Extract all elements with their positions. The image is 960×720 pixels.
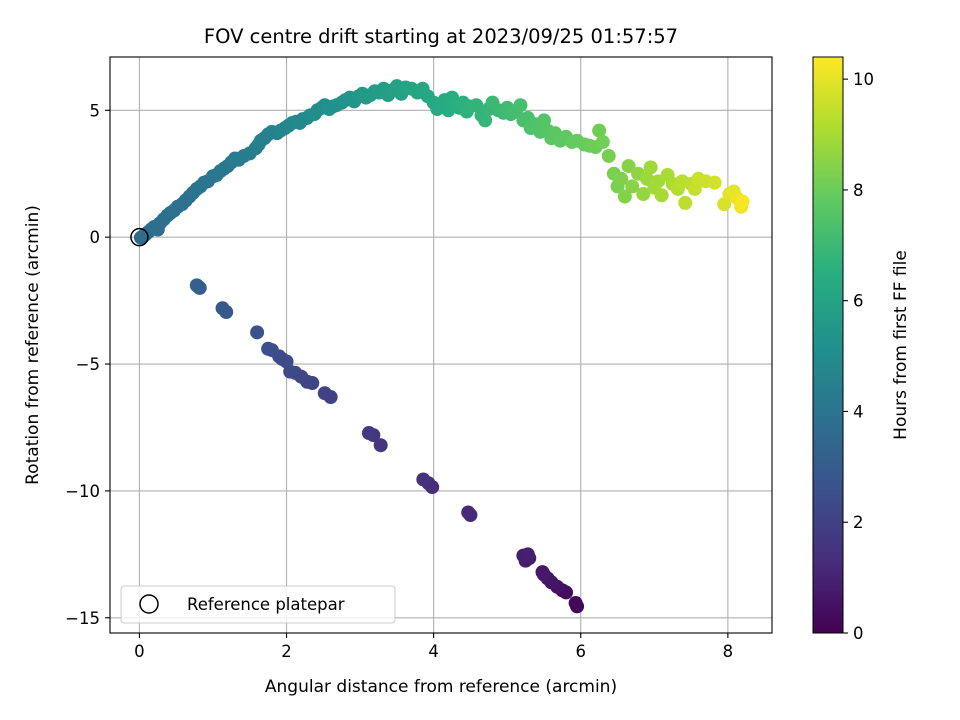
y-tick-label: −5 bbox=[76, 355, 100, 374]
data-point bbox=[678, 195, 693, 210]
colorbar-tick-label: 2 bbox=[853, 513, 864, 532]
x-axis-label: Angular distance from reference (arcmin) bbox=[265, 677, 617, 697]
data-point bbox=[614, 171, 629, 186]
colorbar-tick-label: 10 bbox=[853, 70, 874, 89]
data-point bbox=[535, 565, 550, 580]
data-point bbox=[361, 426, 376, 441]
data-point bbox=[735, 194, 750, 209]
x-tick-label: 6 bbox=[576, 642, 587, 661]
y-tick-label: −10 bbox=[65, 482, 100, 501]
data-point bbox=[643, 160, 658, 175]
legend: Reference platepar bbox=[120, 585, 396, 624]
data-point bbox=[592, 123, 607, 138]
data-point bbox=[625, 179, 640, 194]
data-point bbox=[636, 187, 651, 202]
colorbar: 0 2 4 6 8 10 Hours from first FF file bbox=[812, 56, 911, 643]
data-point bbox=[520, 547, 535, 562]
data-point bbox=[568, 596, 583, 611]
colorbar-tick-label: 0 bbox=[853, 624, 864, 643]
plot-frame bbox=[109, 56, 773, 634]
y-tick-label: 5 bbox=[90, 101, 101, 120]
data-point bbox=[317, 386, 332, 401]
data-point bbox=[215, 301, 230, 316]
data-point bbox=[617, 189, 632, 204]
chart-title: FOV centre drift starting at 2023/09/25 … bbox=[204, 25, 678, 48]
x-tick-label: 8 bbox=[723, 642, 734, 661]
x-tick-label: 0 bbox=[134, 642, 145, 661]
data-point bbox=[250, 325, 265, 340]
x-tick-label: 2 bbox=[281, 642, 292, 661]
data-point bbox=[478, 113, 493, 128]
data-point bbox=[261, 341, 276, 356]
y-axis-ticks: −15 −10 −5 0 5 bbox=[65, 101, 110, 628]
data-point bbox=[416, 472, 431, 487]
x-tick-label: 4 bbox=[428, 642, 439, 661]
data-point bbox=[621, 159, 636, 174]
colorbar-tick-label: 8 bbox=[853, 181, 864, 200]
data-points bbox=[133, 79, 750, 614]
colorbar-gradient bbox=[812, 56, 844, 634]
data-point bbox=[595, 135, 610, 150]
data-point bbox=[513, 98, 528, 113]
legend-box bbox=[120, 585, 396, 624]
data-point bbox=[189, 278, 204, 293]
y-axis-label: Rotation from reference (arcmin) bbox=[23, 205, 43, 485]
data-point bbox=[654, 188, 669, 203]
colorbar-tick-label: 4 bbox=[853, 402, 864, 421]
data-point bbox=[461, 505, 476, 520]
colorbar-ticks: 0 2 4 6 8 10 bbox=[843, 70, 874, 643]
reference-platepar-marker bbox=[130, 227, 149, 247]
legend-reference-label: Reference platepar bbox=[187, 595, 345, 614]
data-point bbox=[601, 148, 616, 163]
y-tick-label: 0 bbox=[90, 228, 101, 247]
x-axis-ticks: 0 2 4 6 8 bbox=[134, 633, 733, 661]
grid-lines bbox=[110, 57, 772, 633]
data-point bbox=[373, 438, 388, 453]
y-tick-label: −15 bbox=[65, 609, 100, 628]
colorbar-tick-label: 6 bbox=[853, 292, 864, 311]
data-point bbox=[707, 175, 722, 190]
legend-reference-marker bbox=[139, 594, 159, 614]
colorbar-label: Hours from first FF file bbox=[891, 250, 911, 440]
